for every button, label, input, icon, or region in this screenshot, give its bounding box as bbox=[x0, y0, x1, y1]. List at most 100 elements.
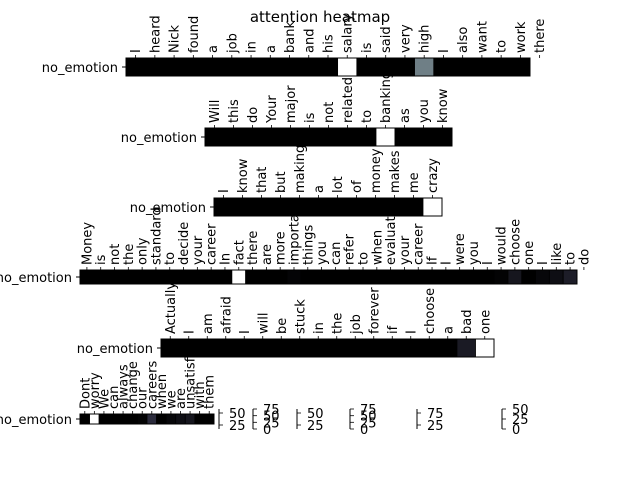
token-label: refer bbox=[343, 233, 358, 265]
colorbar-tick-label: 75 bbox=[427, 407, 444, 422]
heatmap-cell bbox=[290, 338, 310, 358]
colorbar-tick-label: 25 bbox=[427, 419, 444, 434]
heatmap-cell bbox=[165, 413, 177, 425]
heatmap-cell bbox=[314, 269, 329, 285]
token-label: be bbox=[275, 318, 290, 334]
heatmap-cell bbox=[535, 269, 550, 285]
token-label: the bbox=[122, 244, 137, 265]
heatmap-row: no_emotionMoneyisnottheonlystandardtodec… bbox=[0, 196, 592, 286]
colorbar-tick-label: 0 bbox=[512, 423, 520, 438]
token-label: as bbox=[398, 108, 413, 123]
token-label: In bbox=[218, 253, 233, 265]
token-label: I bbox=[536, 261, 551, 265]
token-label: know bbox=[236, 158, 251, 193]
heatmap-cell bbox=[137, 413, 148, 425]
token-label: not bbox=[322, 102, 337, 123]
heatmap-cell bbox=[194, 413, 205, 425]
token-label: Actually bbox=[164, 282, 179, 334]
heatmap-cell bbox=[164, 57, 185, 77]
colorbar-tick-label: 75 bbox=[360, 403, 377, 418]
heatmap-cell bbox=[369, 269, 385, 285]
token-label: standard bbox=[149, 207, 164, 265]
row-label: no_emotion bbox=[42, 61, 118, 76]
heatmap-cell bbox=[160, 338, 180, 358]
colorbar-tick-label: 25 bbox=[512, 413, 529, 428]
token-label: banking bbox=[379, 71, 394, 123]
token-label: related bbox=[341, 77, 356, 123]
heatmap-cell bbox=[327, 197, 348, 217]
token-label: career bbox=[412, 223, 427, 265]
token-label: more bbox=[274, 231, 289, 265]
heatmap-cell bbox=[452, 269, 467, 285]
token-label: making bbox=[293, 145, 308, 193]
token-label: is bbox=[303, 112, 318, 123]
token-label: will bbox=[256, 313, 271, 334]
token-label: high bbox=[418, 25, 433, 53]
token-label: I bbox=[439, 261, 454, 265]
colorbar-tick-label: 25 bbox=[229, 419, 246, 434]
token-label: work bbox=[514, 21, 529, 53]
token-label: a bbox=[312, 185, 327, 193]
heatmap-cell bbox=[279, 57, 300, 77]
heatmap-cell bbox=[475, 338, 495, 358]
token-label: I bbox=[129, 49, 144, 53]
heatmap-cell bbox=[375, 127, 396, 147]
token-label: to bbox=[357, 252, 372, 265]
token-label: you bbox=[315, 241, 330, 265]
heatmap-cell bbox=[510, 57, 531, 77]
colorbar-tick-label: 25 bbox=[360, 416, 377, 431]
token-label: one bbox=[522, 241, 537, 265]
token-label: choose bbox=[423, 288, 438, 334]
colorbar-tick-label: 50 bbox=[229, 407, 246, 422]
heatmap-cell bbox=[272, 269, 288, 285]
token-label: but bbox=[274, 171, 289, 193]
heatmap-cell bbox=[308, 338, 328, 358]
heatmap-cell bbox=[438, 338, 458, 358]
token-label: very bbox=[398, 24, 413, 53]
heatmap-cell bbox=[190, 269, 205, 285]
token-label: is bbox=[360, 42, 375, 53]
token-label: stuck bbox=[293, 299, 308, 334]
heatmap-cell bbox=[356, 127, 377, 147]
token-label: I bbox=[238, 330, 253, 334]
heatmap-cell bbox=[162, 269, 178, 285]
row-label: no_emotion bbox=[77, 342, 153, 357]
token-label: them bbox=[203, 375, 218, 409]
token-label: job bbox=[349, 314, 364, 335]
heatmap-cell bbox=[432, 127, 453, 147]
token-label: when bbox=[370, 230, 385, 265]
token-label: and bbox=[302, 29, 317, 53]
token-label: not bbox=[108, 244, 123, 265]
heatmap-cell bbox=[259, 269, 274, 285]
heatmap-cell bbox=[89, 413, 100, 425]
token-label: you bbox=[417, 99, 432, 123]
token-label: to bbox=[495, 40, 510, 53]
token-label: there bbox=[246, 231, 261, 265]
token-label: your bbox=[191, 235, 206, 265]
heatmap-cell bbox=[175, 413, 186, 425]
token-label: this bbox=[227, 99, 242, 123]
row-label: no_emotion bbox=[130, 201, 206, 216]
token-label: can bbox=[107, 386, 122, 409]
heatmap-cell bbox=[204, 127, 225, 147]
heatmap-cell bbox=[183, 57, 204, 77]
heatmap-cell bbox=[300, 269, 316, 285]
heatmap-cell bbox=[382, 338, 402, 358]
heatmap-cell bbox=[456, 338, 476, 358]
heatmap-cell bbox=[156, 413, 167, 425]
token-label: afraid bbox=[219, 296, 234, 334]
token-label: I bbox=[404, 330, 419, 334]
heatmap-cell bbox=[146, 413, 157, 425]
token-label: do bbox=[246, 107, 261, 123]
token-label: said bbox=[379, 26, 394, 53]
token-label: bank bbox=[283, 21, 298, 53]
heatmap-cell bbox=[317, 57, 339, 77]
token-label: I bbox=[182, 330, 197, 334]
heatmap-cell bbox=[345, 338, 365, 358]
